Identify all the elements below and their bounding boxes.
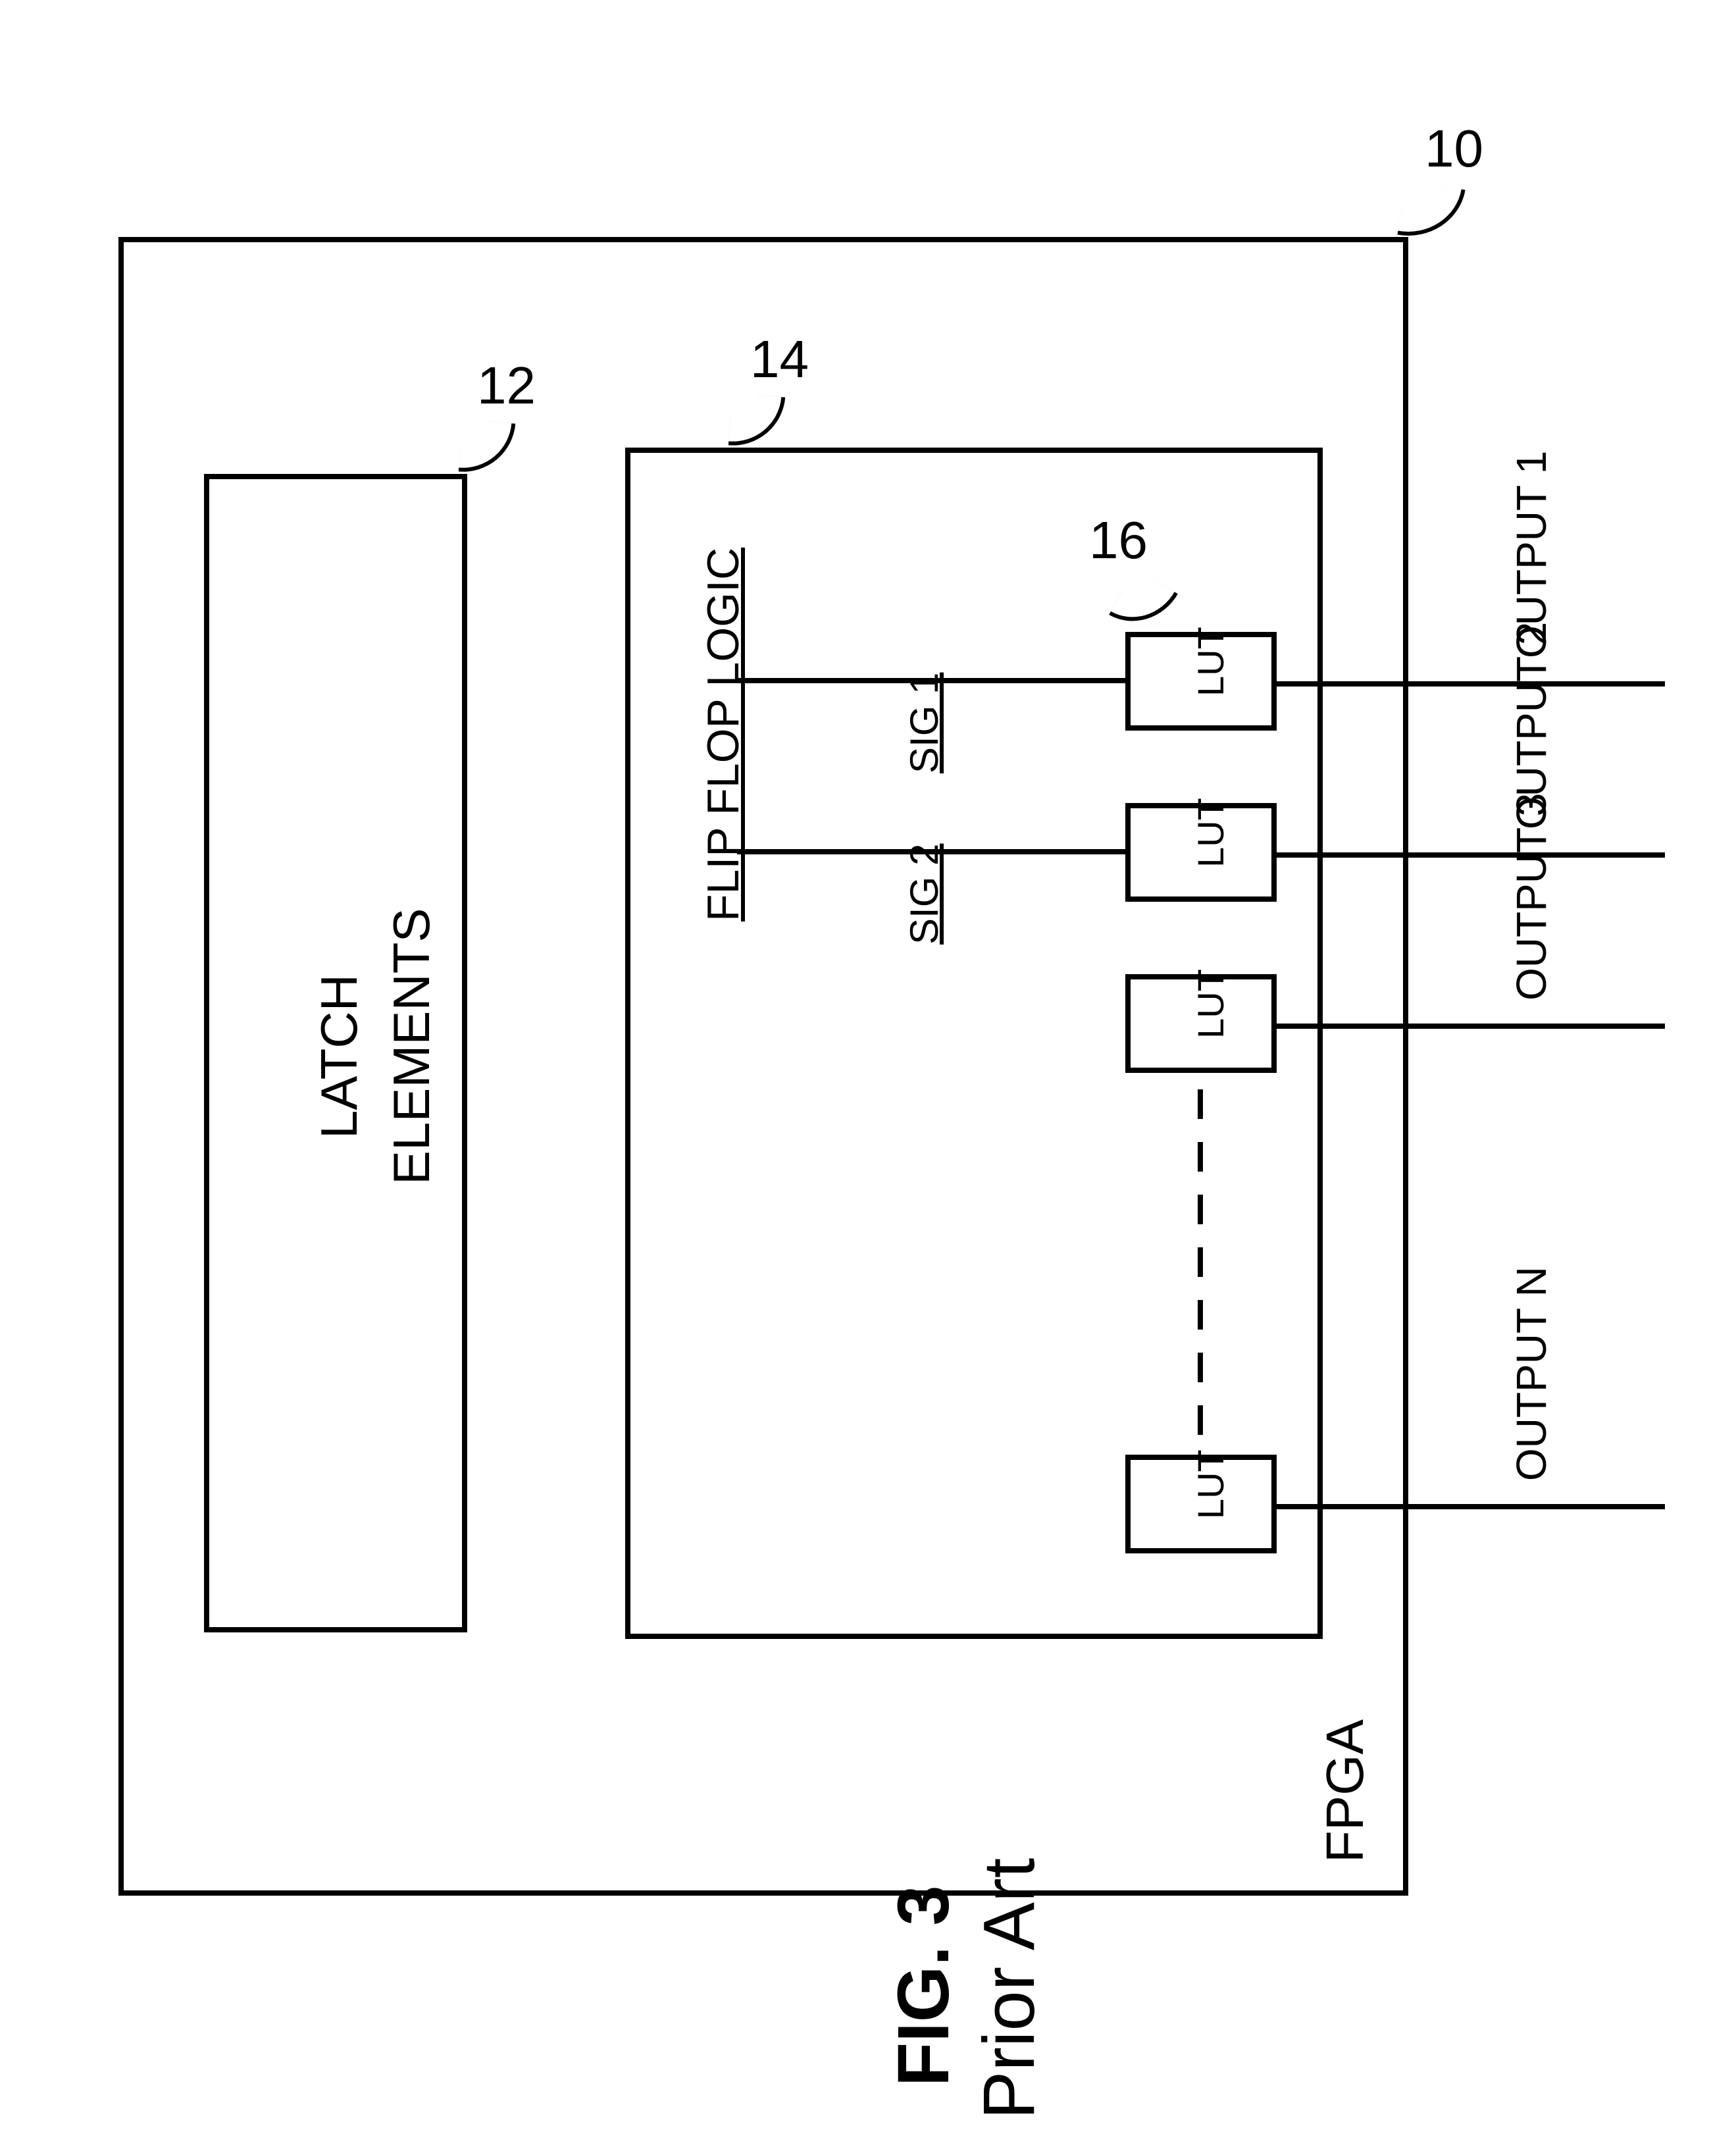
- latch-label-1: LATCH: [309, 974, 369, 1139]
- fpga-label: FPGA: [1315, 1719, 1375, 1863]
- output-n-label: OUTPUT N: [1507, 1266, 1556, 1481]
- flipflop-label: FLIP FLOP LOGIC: [698, 548, 749, 922]
- lut-2-label: LUT: [1189, 798, 1232, 868]
- ref-10-arc: [1397, 180, 1465, 245]
- sig1-label: SIG 1: [902, 673, 947, 773]
- lut-n-label: LUT: [1189, 1449, 1232, 1519]
- lut-2: LUT: [1125, 803, 1277, 902]
- output-n-line: [1277, 1504, 1665, 1509]
- lut-3: LUT: [1125, 974, 1277, 1073]
- figure-title-2: Prior Art: [967, 1858, 1051, 2119]
- ref-10: 10: [1425, 118, 1483, 179]
- figure-title-1: FIG. 3: [882, 1885, 965, 2087]
- dash-3: [1198, 1195, 1203, 1224]
- dash-1: [1198, 1089, 1203, 1119]
- sig2-label: SIG 2: [902, 844, 947, 945]
- dash-4: [1198, 1247, 1203, 1277]
- output-2-line: [1277, 852, 1665, 858]
- dash-7: [1198, 1405, 1203, 1435]
- lut-n: LUT: [1125, 1455, 1277, 1553]
- ref-14: 14: [750, 329, 809, 390]
- dash-6: [1198, 1353, 1203, 1382]
- lut-1-label: LUT: [1189, 627, 1232, 696]
- dash-5: [1198, 1300, 1203, 1330]
- ref-16: 16: [1089, 510, 1148, 571]
- lut-3-label: LUT: [1189, 969, 1232, 1039]
- lut-1: LUT: [1125, 632, 1277, 731]
- output-1-line: [1277, 681, 1665, 687]
- ref-12: 12: [477, 355, 536, 416]
- output-3-line: [1277, 1024, 1665, 1029]
- output-3-label: OUTPUT 3: [1507, 793, 1556, 1000]
- latch-label-2: ELEMENTS: [382, 908, 442, 1185]
- diagram-canvas: FPGA 10 LATCH ELEMENTS 12 FLIP FLOP LOGI…: [0, 0, 1736, 2155]
- dash-2: [1198, 1142, 1203, 1172]
